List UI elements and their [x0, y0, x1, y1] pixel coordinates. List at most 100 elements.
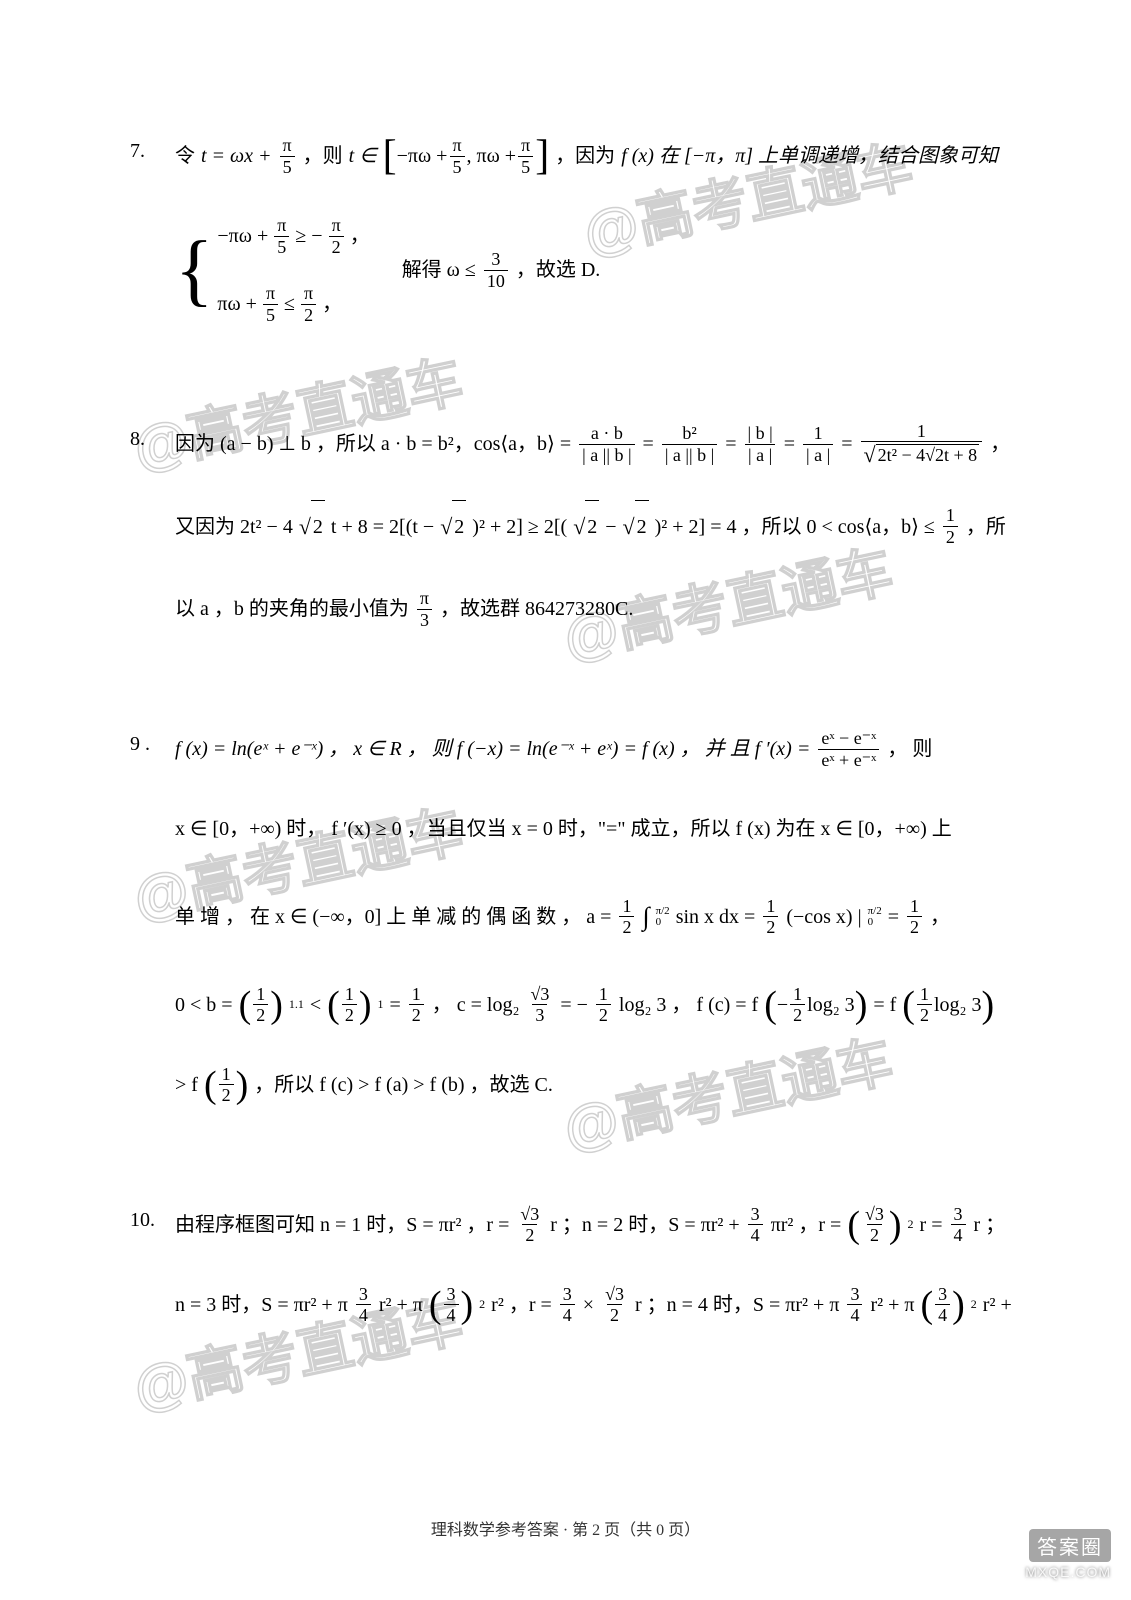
paren: (12) [327, 984, 371, 1026]
fraction: √33 [527, 984, 552, 1026]
text: r ；n = 2 时，S = πr² + [550, 1199, 739, 1251]
text: = [841, 418, 852, 470]
text: = f [873, 979, 896, 1031]
fraction: 1| a | [803, 423, 833, 465]
corner-url: MXQE.COM [1025, 1564, 1111, 1580]
text: ，因为 [555, 130, 615, 182]
text: = − [560, 979, 588, 1031]
paren: (34) [920, 1284, 964, 1326]
text: = [784, 418, 795, 470]
fraction: π2 [329, 215, 344, 257]
fraction: 34 [560, 1284, 575, 1326]
text: ，所以 f (c) > f (a) > f (b) ，故选 C. [254, 1059, 553, 1111]
paren: (−12log₂ 3) [764, 979, 867, 1031]
text: 由程序框图可知 n = 1 时，S = πr² ，r = [175, 1199, 509, 1251]
sqrt: √2 [299, 498, 325, 555]
integral-icon: ∫ [642, 883, 649, 951]
text: ，故选 D. [516, 244, 600, 296]
problem-number: 10. [130, 1199, 175, 1232]
exponent: 2 [971, 1289, 977, 1320]
fraction: 12 [763, 896, 778, 938]
p8-line3: 以 a ，b 的夹角的最小值为 π3 ，故选群 864273280C. [175, 583, 1031, 635]
text: )² + 2] = 4 ，所以 0 < cos⟨a，b⟩ ≤ [655, 501, 935, 553]
text: ， 则 [887, 723, 932, 775]
text: 又因为 2t² − 4 [175, 501, 293, 553]
text: t = ωx + [201, 130, 272, 182]
text: r ；n = 4 时，S = πr² + π [635, 1279, 839, 1331]
text: 令 [175, 130, 195, 182]
text: − [605, 501, 616, 553]
fraction: 34 [356, 1284, 371, 1326]
text: x ∈ [0，+∞) 时， f ′(x) ≥ 0 ，当且仅当 x = 0 时，"… [175, 803, 952, 855]
text: ≤ [284, 278, 295, 330]
text: n = 3 时，S = πr² + π [175, 1279, 348, 1331]
paren: (12log₂ 3) [902, 979, 994, 1031]
sqrt: √2 [440, 498, 466, 555]
fraction: √32 [517, 1204, 542, 1246]
fraction: 12 [409, 984, 424, 1026]
text: t + 8 = 2[(t − [331, 501, 434, 553]
fraction: 12 [596, 984, 611, 1026]
p7-line2: { −πω + π5 ≥ − π2 ， πω + π5 ≤ [175, 210, 1031, 330]
text: < [310, 979, 321, 1031]
p9-line5: > f (12) ，所以 f (c) > f (a) > f (b) ，故选 C… [175, 1059, 1031, 1111]
fraction: 310 [484, 249, 508, 291]
exponent: 1.1 [289, 989, 304, 1020]
problem-9: 9 . f (x) = ln(eˣ + e⁻ˣ) ， x ∈ R ， 则 f (… [130, 723, 1031, 1139]
text: log₂ 3 ， f (c) = f [619, 979, 758, 1031]
text: ，所 [966, 501, 1006, 553]
text: −πω + [217, 210, 268, 262]
problem-10: 10. 由程序框图可知 n = 1 时，S = πr² ，r = √32 r ；… [130, 1199, 1031, 1359]
corner-watermark: 答案圈 MXQE.COM [1025, 1529, 1111, 1580]
text: 单 增 ， 在 x ∈ (−∞，0] 上 单 减 的 偶 函 数 ， a = [175, 891, 611, 943]
fraction: b²| a || b | [662, 423, 717, 465]
text: = [389, 979, 400, 1031]
exponent: 2 [479, 1289, 485, 1320]
fraction: π5 [263, 283, 278, 325]
p10-line1: 由程序框图可知 n = 1 时，S = πr² ，r = √32 r ；n = … [175, 1199, 1031, 1251]
p9-line4: 0 < b = (12)1.1 < (12)1 = 12 ， c = log₂ … [175, 979, 1031, 1031]
exponent: 1 [377, 989, 383, 1020]
bracket-interval: [ −πω + π5 , πω + π5 ] [383, 130, 550, 182]
text: )² + 2] ≥ 2[( [472, 501, 567, 553]
text: πr² ，r = [771, 1199, 842, 1251]
p7-line1: 令 t = ωx + π5 ，则 t ∈ [ −πω + π5 , πω + π… [175, 130, 1031, 182]
fraction: 34 [847, 1284, 862, 1326]
fraction: 34 [748, 1204, 763, 1246]
p9-line1: f (x) = ln(eˣ + e⁻ˣ) ， x ∈ R ， 则 f (−x) … [175, 723, 1031, 775]
text: × [583, 1279, 594, 1331]
text: r² + [983, 1279, 1012, 1331]
fraction: 34 [951, 1204, 966, 1246]
text: 因为 (a − b) ⊥ b ，所以 a · b = b²，cos⟨a，b⟩ = [175, 418, 571, 470]
fraction: 1 √2t² − 4√2t + 8 [861, 421, 983, 468]
fraction: √32 [602, 1284, 627, 1326]
text: ， [990, 418, 1010, 470]
text: > f [175, 1059, 198, 1111]
problem-number: 8. [130, 418, 175, 451]
text: , πω + [467, 130, 517, 182]
sqrt: √2 [623, 498, 649, 555]
page-content: 7. 令 t = ωx + π5 ，则 t ∈ [ −πω + π5 , πω … [0, 0, 1131, 1479]
fraction: | b || a | [745, 423, 776, 465]
text: πω + [217, 278, 257, 330]
fraction: eˣ − e⁻ˣeˣ + e⁻ˣ [818, 728, 879, 770]
problem-number: 7. [130, 130, 175, 163]
text: ， c = log₂ [432, 979, 520, 1031]
p8-line1: 因为 (a − b) ⊥ b ，所以 a · b = b²，cos⟨a，b⟩ =… [175, 418, 1031, 470]
text: r² ，r = [491, 1279, 552, 1331]
fraction: π3 [417, 588, 432, 630]
corner-badge: 答案圈 [1029, 1529, 1111, 1562]
text: ≥ − [295, 210, 322, 262]
fraction: 12 [907, 896, 922, 938]
text: ，故选群 864273280C. [440, 583, 633, 635]
page-footer: 理科数学参考答案 · 第 2 页（共 0 页） [0, 1516, 1131, 1540]
text: r = [920, 1199, 943, 1251]
text: r ； [974, 1199, 1006, 1251]
text: 以 a ，b 的夹角的最小值为 [175, 583, 409, 635]
sqrt: √2 [573, 498, 599, 555]
text: sin x dx = [676, 891, 756, 943]
text: r² + π [870, 1279, 914, 1331]
text: ， [930, 891, 950, 943]
problem-number: 9 . [130, 723, 175, 756]
paren: (12) [239, 984, 283, 1026]
